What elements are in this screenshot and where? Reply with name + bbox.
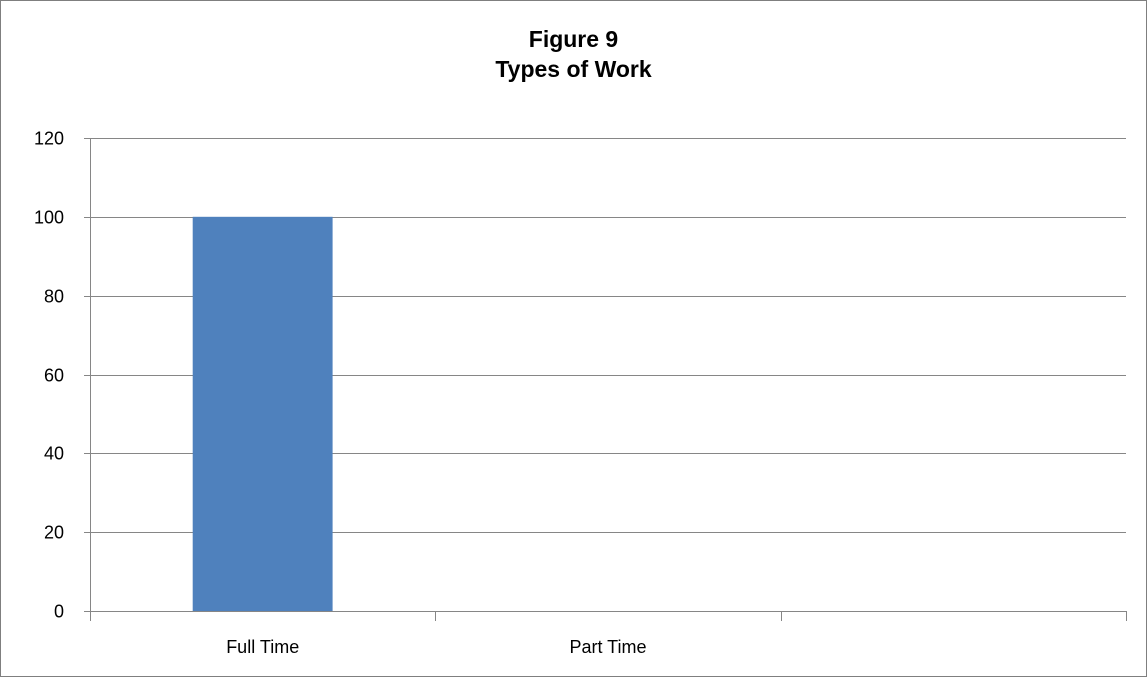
x-category-label: Part Time (569, 637, 646, 657)
y-tick-label: 120 (34, 129, 64, 149)
axes (84, 138, 1127, 621)
labels: 0 20 40 60 80 100 120 Full Time Part Time (34, 129, 647, 658)
chart-title-line-2: Types of Work (495, 56, 652, 82)
chart-title: Figure 9 Types of Work (0, 24, 1147, 84)
bar-full-time (192, 216, 333, 612)
y-tick-label: 20 (44, 523, 64, 543)
y-tick-label: 80 (44, 287, 64, 307)
y-tick-label: 0 (54, 602, 64, 622)
x-category-label: Full Time (226, 637, 299, 657)
y-tick-label: 40 (44, 444, 64, 464)
chart-title-line-1: Figure 9 (528, 26, 619, 52)
bars (192, 216, 333, 612)
y-tick-label: 60 (44, 366, 64, 386)
y-tick-label: 100 (34, 208, 64, 228)
